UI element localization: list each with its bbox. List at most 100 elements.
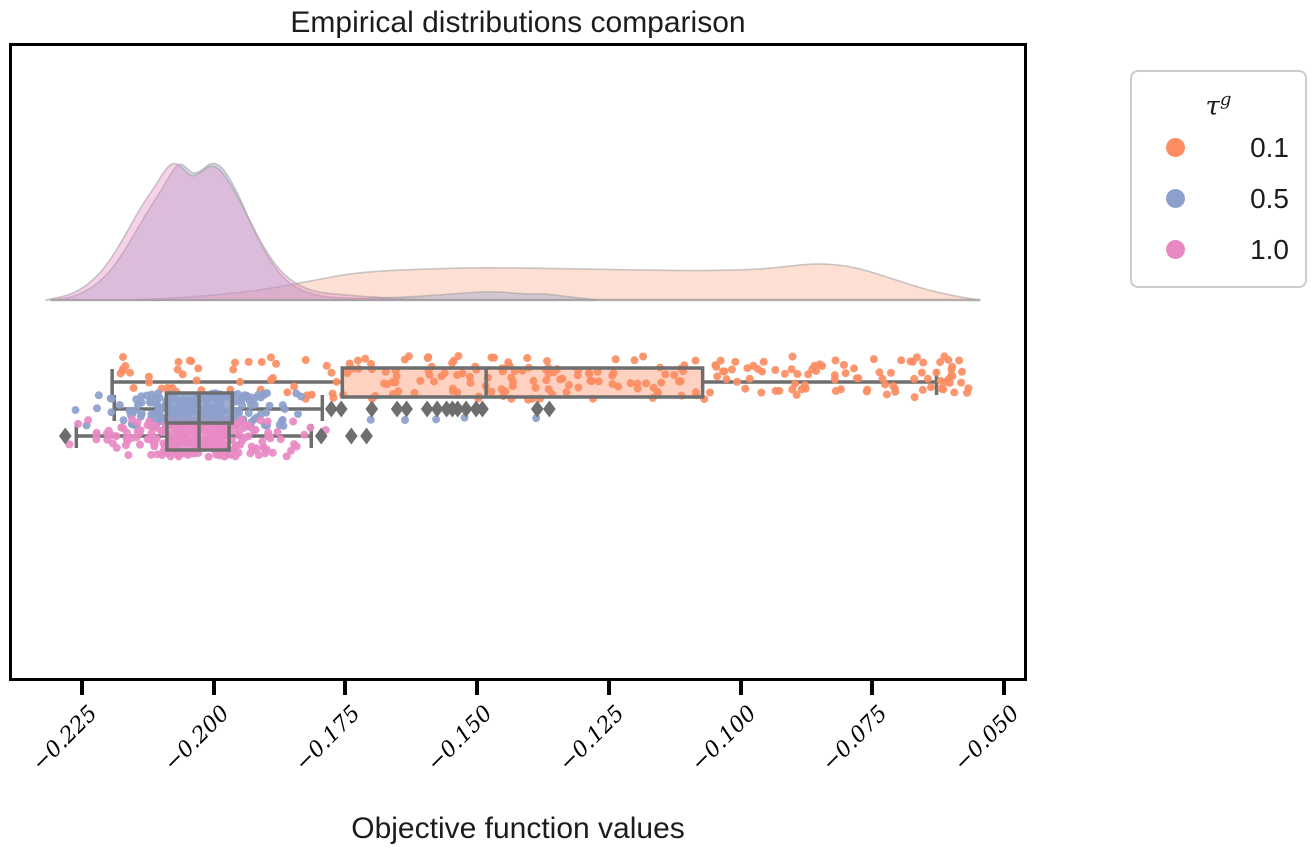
strip-point-0.5: [280, 405, 289, 414]
strip-point-0.5: [260, 389, 269, 398]
strip-point-0.5: [244, 409, 253, 418]
strip-point-1.0: [204, 452, 213, 461]
strip-point-0.1: [381, 367, 390, 376]
strip-point-1.0: [249, 446, 258, 455]
legend-title-superscript: g: [1219, 89, 1232, 110]
strip-point-0.5: [297, 392, 306, 401]
chart-title: Empirical distributions comparison: [290, 6, 746, 39]
strip-point-0.1: [797, 385, 806, 394]
strip-point-0.5: [152, 400, 161, 409]
strip-point-1.0: [262, 445, 271, 454]
strip-point-0.1: [584, 368, 593, 377]
strip-point-0.1: [839, 360, 848, 369]
strip-point-0.5: [125, 406, 134, 415]
strip-point-0.1: [918, 385, 927, 394]
strip-point-0.5: [147, 390, 156, 399]
outlier-diamond-0.5: [459, 400, 473, 418]
outlier-diamond-0.5: [334, 400, 348, 418]
strip-point-0.1: [178, 370, 187, 379]
strip-point-0.1: [301, 356, 310, 365]
strip-point-0.5: [265, 401, 274, 410]
strip-point-0.1: [118, 366, 127, 375]
strip-point-0.5: [158, 413, 167, 422]
strip-point-0.1: [490, 353, 499, 362]
strip-point-1.0: [306, 423, 315, 432]
strip-point-0.1: [923, 374, 932, 383]
strip-point-0.1: [792, 390, 801, 399]
strip-point-1.0: [215, 451, 224, 460]
strip-point-1.0: [237, 416, 246, 425]
strip-point-1.0: [241, 433, 250, 442]
box-0.1: [340, 366, 705, 399]
strip-point-1.0: [289, 417, 298, 426]
strip-point-0.1: [529, 376, 538, 385]
strip-point-1.0: [234, 448, 243, 457]
strip-point-0.1: [852, 374, 861, 383]
strip-point-1.0: [256, 416, 265, 425]
strip-point-0.1: [661, 370, 670, 379]
legend-item: 1.0: [1132, 224, 1305, 275]
strip-point-0.1: [609, 369, 618, 378]
strip-point-0.1: [523, 354, 532, 363]
strip-point-0.1: [608, 379, 617, 388]
strip-point-0.5: [238, 401, 247, 410]
x-tick-mark: [738, 679, 743, 695]
strip-point-0.1: [328, 389, 337, 398]
strip-point-0.1: [955, 356, 964, 365]
strip-point-0.1: [718, 367, 727, 376]
strip-point-0.5: [237, 395, 246, 404]
kde-curve-0.5: [50, 162, 599, 301]
strip-point-0.1: [705, 388, 714, 397]
strip-point-0.1: [501, 387, 510, 396]
strip-point-0.1: [950, 388, 959, 397]
strip-point-1.0: [147, 429, 156, 438]
strip-point-0.1: [587, 376, 596, 385]
strip-point-0.1: [639, 352, 648, 361]
strip-point-0.1: [231, 358, 240, 367]
strip-point-1.0: [300, 430, 309, 439]
strip-point-0.1: [272, 359, 281, 368]
strip-point-1.0: [175, 450, 184, 459]
strip-point-0.1: [944, 355, 953, 364]
strip-point-0.1: [741, 384, 750, 393]
strip-point-0.1: [897, 356, 906, 365]
strip-point-0.1: [466, 378, 475, 387]
outlier-diamond-0.5: [476, 400, 489, 418]
strip-point-0.1: [804, 370, 813, 379]
strip-point-0.5: [155, 393, 164, 402]
strip-point-0.1: [958, 367, 967, 376]
strip-point-0.1: [353, 356, 362, 365]
strip-point-0.5: [132, 406, 141, 415]
outlier-diamond-0.5: [400, 400, 413, 418]
strip-point-0.1: [633, 384, 642, 393]
strip-point-0.1: [400, 355, 409, 364]
outlier-diamond-0.5: [420, 400, 434, 418]
strip-point-0.1: [392, 372, 401, 381]
strip-point-0.5: [401, 416, 410, 425]
strip-point-1.0: [251, 425, 260, 434]
strip-point-0.1: [957, 378, 966, 387]
strip-point-1.0: [166, 452, 175, 461]
strip-point-0.1: [919, 358, 928, 367]
x-tick-mark: [1001, 679, 1006, 695]
strip-point-1.0: [287, 446, 296, 455]
strip-point-0.1: [410, 388, 419, 397]
strip-point-0.1: [268, 374, 277, 383]
legend-marker-pink-icon: [1166, 240, 1185, 259]
legend-title: τg: [1132, 82, 1305, 122]
strip-point-0.5: [250, 400, 259, 409]
strip-point-0.1: [831, 356, 840, 365]
strip-point-0.1: [642, 379, 651, 388]
strip-point-0.5: [366, 415, 375, 424]
strip-point-0.1: [713, 372, 722, 381]
strip-point-0.1: [830, 371, 839, 380]
outlier-diamond-0.5: [430, 400, 444, 418]
outlier-diamond-0.5: [530, 400, 544, 418]
strip-point-0.1: [732, 377, 741, 386]
strip-point-1.0: [136, 440, 145, 449]
strip-point-0.1: [926, 383, 935, 392]
strip-point-0.1: [670, 370, 679, 379]
strip-point-1.0: [143, 421, 152, 430]
strip-point-0.1: [574, 383, 583, 392]
